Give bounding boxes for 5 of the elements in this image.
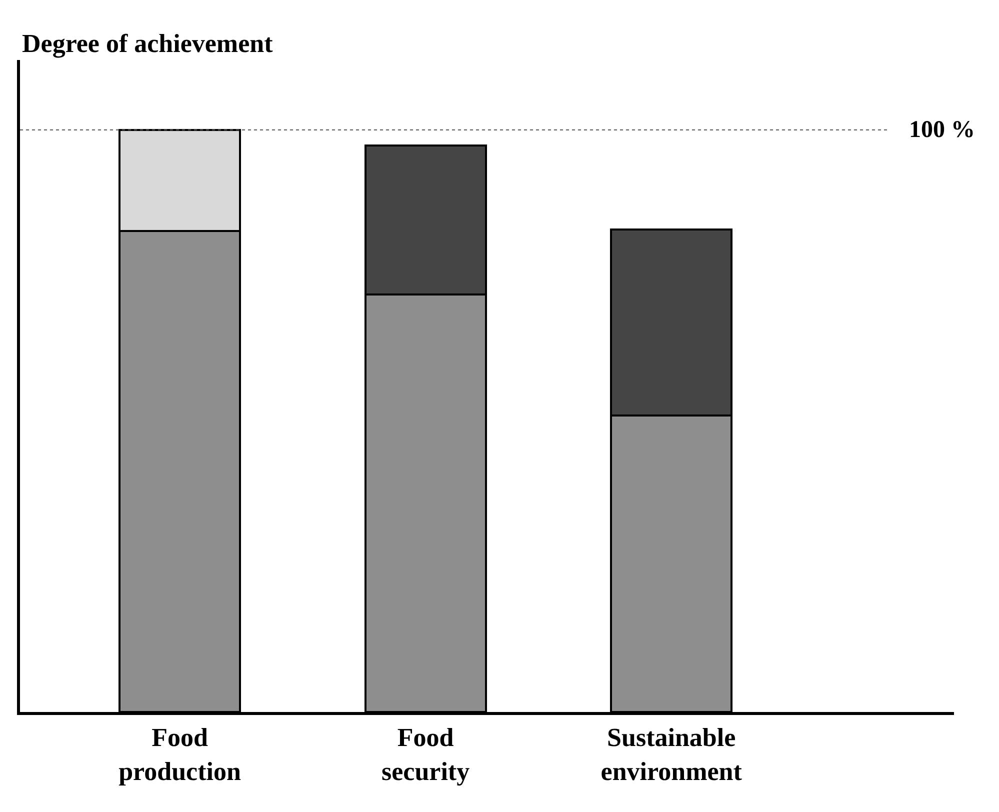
x-tick-label: Food security	[382, 723, 470, 786]
x-tick-label: Sustainable environment	[600, 723, 742, 786]
y-axis-title: Degree of achievement	[22, 29, 274, 58]
ref-line-label: 100 %	[909, 117, 975, 143]
x-tick-label: Food production	[118, 723, 242, 786]
